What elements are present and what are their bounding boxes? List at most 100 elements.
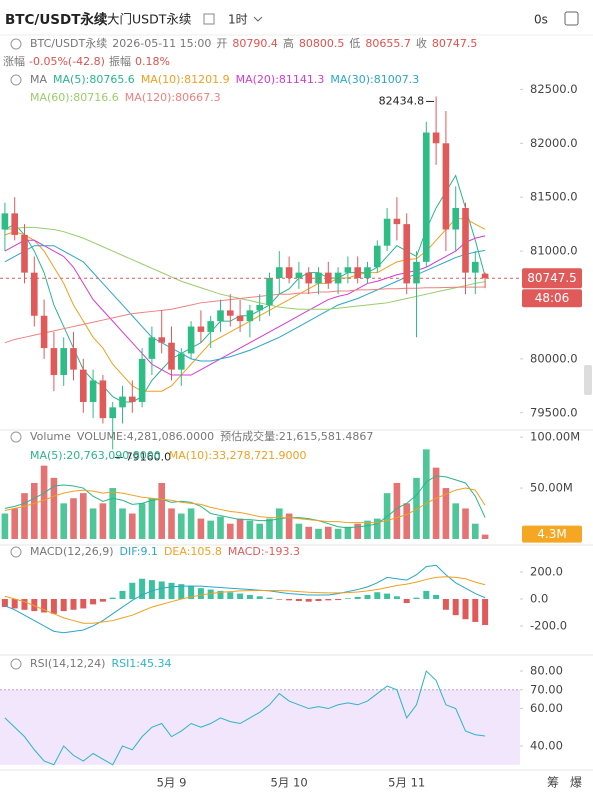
volume-bar [227, 523, 234, 539]
y-tick-label: 50.00M [530, 481, 573, 495]
volume-bar [148, 498, 156, 539]
legend-item: MA(30):81007.3 [330, 73, 419, 86]
max-label: 82434.8 [379, 94, 425, 107]
footer-button[interactable]: 爆 [570, 776, 582, 790]
ma-toggle[interactable] [10, 74, 22, 86]
macd-bar [119, 590, 126, 599]
macd-bar [50, 598, 57, 614]
volume-bar [80, 493, 87, 539]
macd-bar [266, 597, 273, 599]
y-tick-label: 82500.0 [530, 82, 578, 96]
x-tick-label: 5月 11 [388, 776, 425, 790]
macd-bar [21, 598, 28, 610]
macd-bar [178, 584, 185, 599]
candle-body [109, 407, 116, 419]
y-tick-label: 81000.0 [530, 244, 578, 258]
volume-bar [403, 503, 410, 539]
volume-bar [423, 449, 430, 539]
candle-body [227, 310, 234, 316]
volume-ma-line [4, 475, 486, 529]
macd-bar [90, 598, 97, 605]
ma-line [4, 286, 486, 344]
candle-countdown: 48:06 [535, 291, 570, 305]
macd-bar [41, 598, 48, 613]
macd-bar [384, 593, 391, 599]
volume-bar [344, 526, 352, 539]
macd-bar [276, 598, 283, 600]
macd-bar [99, 598, 106, 602]
macd-bar [168, 582, 175, 599]
macd-bar [403, 598, 410, 604]
legend-item: 80655.7 [365, 37, 411, 50]
volume-bar [442, 488, 450, 539]
macd-toggle[interactable] [10, 546, 22, 558]
macd-bar [197, 588, 204, 599]
candle-body [99, 380, 107, 419]
macd-bar [433, 594, 440, 599]
candle-body [354, 267, 361, 279]
legend-item: RSI(14,12,24) [30, 657, 105, 670]
volume-bar [109, 488, 116, 539]
legend-item: DEA:105.8 [164, 545, 222, 558]
edit-icon[interactable] [203, 13, 215, 25]
collapse-icon[interactable] [10, 38, 22, 50]
macd-bar [246, 594, 253, 599]
macd-bar [109, 597, 116, 599]
candle-body [50, 348, 58, 376]
macd-bar [188, 585, 195, 599]
macd-bar [207, 589, 214, 599]
interval-chevron[interactable] [253, 16, 263, 22]
rsi-band [0, 689, 520, 765]
y-tick-label: 79500.0 [530, 405, 578, 419]
footer-button[interactable]: 筹 [547, 776, 559, 790]
volume-bar [276, 508, 283, 539]
legend-item: MACD:-193.3 [228, 545, 300, 558]
candle-body [413, 261, 420, 284]
volume-bar [1, 513, 9, 539]
y-tick-label: 40.00 [530, 739, 563, 753]
volume-bar [472, 523, 479, 539]
legend-item: 低 [349, 37, 360, 50]
macd-bar [325, 598, 332, 601]
symbol[interactable]: BTC/USDT永续 [5, 11, 108, 28]
scroll-handle[interactable] [584, 365, 592, 395]
volume-bar [168, 508, 175, 539]
macd-bar [70, 598, 77, 610]
volume-bar [295, 523, 303, 539]
volume-toggle[interactable] [10, 431, 22, 443]
candle-body [158, 337, 165, 343]
macd-bar [472, 598, 479, 622]
candle-body [442, 143, 450, 230]
volume-ma-line [4, 487, 486, 524]
volume-bar [207, 520, 214, 539]
rsi-toggle[interactable] [10, 658, 22, 670]
ma-line [4, 235, 486, 376]
volume-bar [452, 503, 459, 539]
volume-bar [246, 520, 254, 539]
price-box [522, 268, 582, 289]
volume-bar [60, 503, 67, 539]
volume-bar [187, 508, 195, 539]
interval[interactable]: 1时 [228, 13, 248, 27]
candle-body [60, 348, 67, 376]
macd-bar [482, 598, 489, 626]
volume-bar [129, 513, 136, 539]
x-tick-label: 5月 9 [157, 776, 187, 790]
volume-bar [158, 482, 165, 539]
legend-item: 收 [416, 36, 427, 50]
legend-item: Volume [30, 430, 71, 443]
candle-body [403, 224, 410, 284]
candle-body [344, 267, 352, 273]
candle-body [236, 315, 244, 322]
macd-bar [227, 592, 234, 599]
macd-bar [393, 596, 400, 599]
candle-body [266, 278, 273, 305]
macd-bar [354, 596, 361, 599]
macd-bar [80, 598, 87, 609]
candle-body [256, 304, 263, 311]
volume-bar [315, 528, 322, 539]
fullscreen-icon[interactable] [564, 11, 579, 26]
y-tick-label: 100.00M [530, 430, 580, 444]
candle-body [276, 267, 283, 279]
